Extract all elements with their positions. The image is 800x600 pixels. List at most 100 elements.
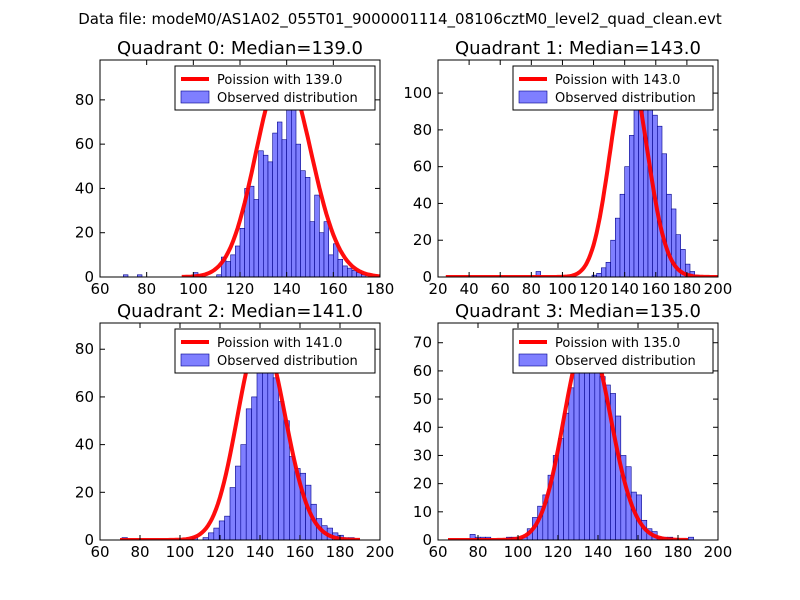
histogram-bar [610, 239, 616, 277]
x-tick-label: 120 [579, 280, 608, 298]
x-tick-label: 80 [522, 280, 541, 298]
histogram-bar [615, 217, 621, 277]
y-tick-label: 0 [422, 531, 432, 549]
legend: Poission with 141.0 Observed distribution [174, 328, 376, 374]
x-tick-label: 20 [428, 280, 447, 298]
histogram-bar [267, 360, 274, 540]
histogram-bar [208, 532, 215, 540]
y-tick-label: 50 [413, 390, 432, 408]
legend-bar-swatch [180, 353, 210, 367]
y-tick-label: 30 [413, 446, 432, 464]
histogram-bar [309, 221, 315, 277]
histogram-bar [568, 387, 575, 540]
histogram-bar [578, 350, 585, 540]
histogram-bar [624, 166, 630, 277]
histogram-bar [342, 265, 348, 277]
x-tick-label: 140 [272, 280, 301, 298]
histogram-bar [286, 88, 292, 277]
histogram-bar [289, 456, 296, 540]
x-tick-label: 60 [428, 543, 447, 561]
y-tick-label: 60 [413, 362, 432, 380]
x-tick-label: 200 [704, 280, 733, 298]
legend-label-poisson: Poission with 135.0 [555, 336, 680, 351]
x-tick-label: 160 [624, 543, 653, 561]
legend-label-observed: Observed distribution [555, 91, 696, 106]
y-tick-label: 40 [413, 418, 432, 436]
y-tick-label: 40 [75, 436, 94, 454]
legend-bar-swatch [518, 90, 548, 104]
x-tick-label: 80 [130, 543, 149, 561]
y-tick-label: 100 [403, 84, 432, 102]
legend: Poission with 143.0 Observed distribution [512, 65, 714, 111]
y-tick-label: 80 [75, 91, 94, 109]
quadrant-1-chart: 20 40 60 80 100 120 140 160 180 200020406080100Qu… [403, 38, 732, 298]
histogram-bar [619, 193, 625, 277]
histogram-bar [251, 396, 258, 540]
y-tick-label: 0 [84, 531, 94, 549]
x-tick-label: 80 [137, 280, 156, 298]
histogram-bar [594, 362, 601, 540]
x-tick-label: 100 [548, 280, 577, 298]
y-tick-label: 60 [75, 388, 94, 406]
x-tick-label: 140 [610, 280, 639, 298]
x-tick-label: 120 [544, 543, 573, 561]
histogram-bar [601, 267, 607, 277]
x-tick-label: 120 [206, 543, 235, 561]
histogram-bar [224, 515, 231, 540]
y-tick-label: 10 [413, 503, 432, 521]
x-tick-label: 100 [504, 543, 533, 561]
histogram-bar [615, 415, 622, 540]
axes-frame [99, 322, 381, 541]
y-tick-label: 20 [75, 224, 94, 242]
histogram-bar [272, 132, 278, 277]
histogram-bar [661, 153, 667, 277]
legend-label-observed: Observed distribution [217, 91, 358, 106]
legend-label-observed: Observed distribution [217, 354, 358, 369]
histogram-bar [605, 261, 611, 277]
x-tick-label: 100 [179, 280, 208, 298]
poisson-curve [448, 335, 689, 540]
histogram-bar [235, 245, 241, 277]
y-tick-label: 0 [422, 268, 432, 286]
x-tick-label: 100 [166, 543, 195, 561]
histogram-bar [230, 254, 236, 277]
quadrant-0-chart: 60 80 100 120 140 160 180 0 20 40 60 80 Quadrant 0: … [75, 38, 394, 298]
histogram-bar [688, 536, 694, 540]
y-tick-label: 60 [75, 135, 94, 153]
legend-label-poisson: Poission with 143.0 [555, 73, 680, 88]
histogram-bar [629, 135, 635, 277]
y-tick-label: 20 [413, 231, 432, 249]
figure-suptitle: Data file: modeM0/AS1A02_055T01_90000011… [78, 10, 722, 29]
histogram-bar [599, 376, 606, 540]
x-tick-label: 160 [641, 280, 670, 298]
x-tick-label: 40 [460, 280, 479, 298]
x-tick-label: 60 [90, 280, 109, 298]
y-tick-label: 20 [413, 475, 432, 493]
axes-frame [437, 59, 719, 278]
histogram-bar [235, 465, 242, 540]
y-tick-label: 70 [413, 334, 432, 352]
histogram-bar [229, 487, 236, 540]
y-tick-label: 40 [75, 179, 94, 197]
histogram-bar [253, 199, 259, 277]
histogram-bar [267, 161, 273, 277]
x-tick-label: 180 [673, 280, 702, 298]
histogram-bar [314, 194, 320, 277]
quadrant-3-chart: 60 80 100 120 140 160 180 200 0 10 20 30 40 50 60 70 Qua… [413, 301, 732, 561]
legend-label-poisson: Poission with 141.0 [217, 336, 342, 351]
histogram-bar [225, 261, 231, 277]
histogram-bar [573, 364, 580, 540]
x-tick-label: 60 [491, 280, 510, 298]
x-tick-label: 160 [286, 543, 315, 561]
quadrant-title: Quadrant 3: Median=135.0 [455, 301, 701, 322]
y-tick-label: 0 [84, 268, 94, 286]
histogram-bar [596, 273, 602, 277]
legend-bar-swatch [180, 90, 210, 104]
histogram-bar [563, 412, 570, 540]
quadrant-title: Quadrant 1: Median=143.0 [455, 38, 701, 59]
x-tick-label: 60 [90, 543, 109, 561]
histogram-bar [535, 271, 541, 277]
legend-label-observed: Observed distribution [555, 354, 696, 369]
histogram-bar [319, 232, 325, 277]
